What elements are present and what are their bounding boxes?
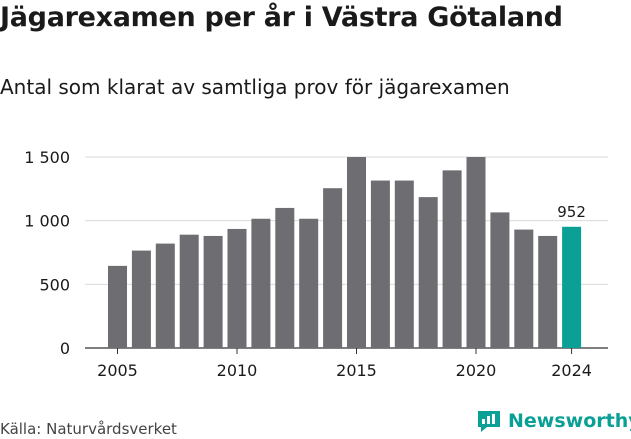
x-tick-label: 2015 xyxy=(336,361,377,380)
bar-2022[interactable] xyxy=(514,229,534,348)
bar-2009[interactable] xyxy=(203,235,223,348)
bar-2010[interactable] xyxy=(227,228,247,348)
y-tick-label: 0 xyxy=(60,339,70,358)
label-layer: 0 500 1 000 1 500 2005 2010 2015 2020 2024 952 xyxy=(24,148,592,380)
source-note: Källa: Naturvårdsverket xyxy=(0,420,177,438)
bar-2024[interactable] xyxy=(562,226,582,348)
bar-2012[interactable] xyxy=(275,207,295,348)
chart-subtitle: Antal som klarat av samtliga prov för jä… xyxy=(0,75,510,99)
brand-name: Newsworthy xyxy=(508,410,631,432)
x-tick-label: 2005 xyxy=(97,361,138,380)
bar-2019[interactable] xyxy=(442,170,462,348)
bar-2011[interactable] xyxy=(251,218,271,348)
x-tick-label: 2024 xyxy=(551,361,592,380)
data-label-2024: 952 xyxy=(557,203,586,221)
y-tick-label: 500 xyxy=(39,275,70,294)
bar-2005[interactable] xyxy=(108,265,127,348)
bar-2020[interactable] xyxy=(466,157,486,348)
bar-2016[interactable] xyxy=(370,180,390,348)
x-tick-label: 2010 xyxy=(217,361,258,380)
bar-2023[interactable] xyxy=(538,235,558,348)
bar-2021[interactable] xyxy=(490,212,510,348)
y-tick-label: 1 500 xyxy=(24,148,70,167)
bar-2018[interactable] xyxy=(418,197,438,348)
bar-layer xyxy=(108,157,582,348)
bar-2014[interactable] xyxy=(323,188,343,348)
brand-logo[interactable]: Newsworthy xyxy=(476,408,631,434)
newsworthy-logo-icon xyxy=(478,411,500,432)
bar-2015[interactable] xyxy=(347,157,366,348)
bar-2007[interactable] xyxy=(155,243,175,348)
y-tick-label: 1 000 xyxy=(24,212,70,231)
x-tick-label: 2020 xyxy=(456,361,497,380)
chart-title: Jägarexamen per år i Västra Götaland xyxy=(0,2,563,33)
bar-2008[interactable] xyxy=(179,234,199,348)
bar-2006[interactable] xyxy=(131,250,151,348)
bar-2017[interactable] xyxy=(394,180,414,348)
bar-2013[interactable] xyxy=(299,218,319,348)
